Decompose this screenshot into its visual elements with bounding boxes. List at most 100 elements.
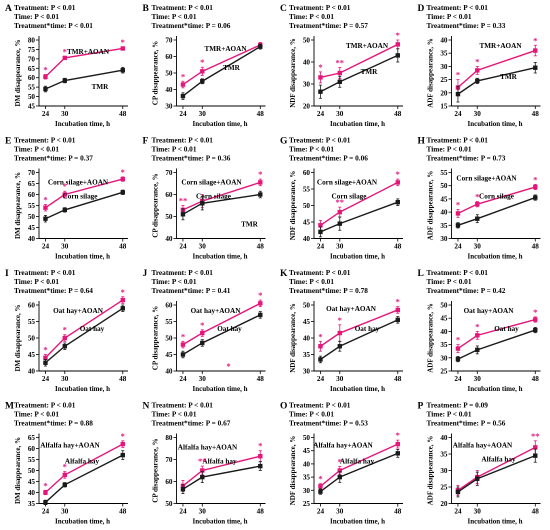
series-label: Corn silage — [63, 193, 98, 201]
data-point — [533, 184, 538, 190]
y-tick-label: 50 — [165, 70, 173, 78]
y-tick-label: 75 — [28, 46, 36, 54]
series-label: Alfalfa hay+AOAN — [313, 442, 373, 450]
stat-line: Time: P < 0.01 — [152, 12, 197, 21]
y-tick-label: 35 — [303, 474, 311, 482]
y-tick-label: 40 — [303, 235, 311, 243]
x-axis-label: Incubation time, h — [55, 120, 110, 128]
significance-star: * — [200, 57, 204, 67]
y-tick-label: 30 — [303, 81, 311, 89]
stat-line: Treatment: P < 0.01 — [427, 3, 489, 12]
data-point — [395, 317, 400, 323]
y-axis-label: ADF disappearance, % — [427, 436, 435, 506]
stat-line: Treatment: P < 0.01 — [14, 401, 76, 410]
significance-star: * — [43, 345, 47, 355]
stat-line: Time: P < 0.01 — [427, 410, 472, 419]
stat-line: Treatment*time: P = 0.37 — [14, 154, 93, 163]
significance-star: * — [63, 325, 67, 335]
series-label: TMR — [361, 68, 379, 76]
y-tick-label: 55 — [303, 186, 311, 194]
x-tick-label: 48 — [119, 375, 127, 383]
series-label: Corn silage — [196, 193, 231, 201]
data-point — [258, 192, 263, 197]
significance-star: * — [338, 315, 342, 325]
x-tick-label: 30 — [199, 243, 207, 251]
y-tick-label: 40 — [440, 37, 448, 45]
y-tick-label: 45 — [440, 195, 448, 203]
stat-line: Treatment: P < 0.01 — [427, 136, 489, 145]
x-tick-label: 48 — [532, 508, 540, 516]
y-axis-label: ADF disappearance, % — [427, 38, 435, 108]
x-tick-label: 24 — [317, 110, 325, 118]
x-tick-label: 48 — [257, 243, 265, 251]
series-line — [182, 314, 261, 356]
data-point — [62, 192, 67, 197]
stat-line: Treatment*time: P = 0.57 — [289, 21, 368, 30]
y-tick-label: 40 — [440, 328, 448, 336]
y-tick-label: 45 — [28, 103, 36, 111]
y-tick-label: 40 — [440, 209, 448, 217]
data-point — [62, 344, 67, 349]
y-axis-label: CP disappearance, % — [152, 173, 160, 237]
significance-star: * — [533, 35, 537, 45]
y-tick-label: 60 — [165, 191, 173, 199]
data-point — [120, 67, 125, 73]
stat-line: Time: P < 0.01 — [14, 145, 59, 154]
significance-star: * — [181, 331, 185, 341]
x-axis-label: Incubation time, h — [467, 385, 522, 393]
y-tick-label: 40 — [28, 235, 36, 243]
y-tick-label: 45 — [165, 351, 173, 359]
x-tick-label: 24 — [179, 243, 187, 251]
data-point — [180, 487, 186, 492]
y-tick-label: 35 — [440, 341, 448, 349]
y-tick-label: 80 — [165, 434, 173, 442]
data-point — [120, 46, 125, 51]
x-tick-label: 24 — [42, 110, 50, 118]
y-axis-label: DM disappearance, % — [14, 437, 22, 504]
data-point — [62, 482, 67, 487]
stat-line: Treatment: P < 0.01 — [289, 268, 351, 277]
series-label: Alfalfa hay+AOAN — [40, 442, 100, 450]
x-tick-label: 24 — [317, 508, 325, 516]
data-point — [533, 317, 538, 322]
y-tick-label: 45 — [28, 478, 36, 486]
series-label: Corn silage+AOAN — [48, 179, 109, 187]
significance-star: * — [258, 290, 262, 300]
stat-line: Time: P < 0.01 — [152, 410, 197, 419]
significance-star: * — [121, 167, 125, 177]
data-point — [533, 65, 538, 70]
stat-line: Treatment*time: P = 0.06 — [289, 154, 368, 163]
stat-line: Treatment*time: P = 0.42 — [427, 286, 506, 295]
x-tick-label: 24 — [317, 243, 325, 251]
x-tick-label: 48 — [394, 110, 402, 118]
x-tick-label: 30 — [336, 375, 344, 383]
y-axis-label: ADF disappearance, % — [427, 303, 435, 373]
y-tick-label: 55 — [28, 202, 36, 210]
stat-line: Treatment: P < 0.01 — [14, 3, 76, 12]
data-point — [475, 216, 480, 221]
stat-line: Time: P < 0.01 — [289, 12, 334, 21]
x-tick-label: 48 — [532, 243, 540, 251]
y-tick-label: 20 — [440, 500, 448, 508]
stat-line: Treatment*time: P = 0.41 — [152, 286, 231, 295]
series-line — [320, 181, 399, 226]
y-tick-label: 50 — [440, 182, 448, 190]
y-axis-label: NDF disappearance, % — [289, 303, 297, 373]
y-tick-label: 40 — [28, 489, 36, 497]
series-label: Oat hay+AOAN — [464, 307, 515, 315]
significance-star: * — [258, 441, 262, 451]
significance-star: * — [121, 37, 125, 47]
significance-star: ** — [336, 58, 345, 68]
y-tick-label: 70 — [28, 169, 36, 177]
x-tick-label: 30 — [474, 243, 482, 251]
data-point — [455, 91, 461, 97]
significance-star: ** — [531, 431, 540, 441]
y-tick-label: 55 — [28, 84, 36, 92]
stat-line: Treatment: P < 0.01 — [427, 268, 489, 277]
data-point — [533, 445, 538, 450]
significance-star: * — [396, 430, 400, 440]
series-label: TMR+AOAN — [67, 48, 110, 56]
series-label: TMR+AOAN — [204, 45, 247, 53]
